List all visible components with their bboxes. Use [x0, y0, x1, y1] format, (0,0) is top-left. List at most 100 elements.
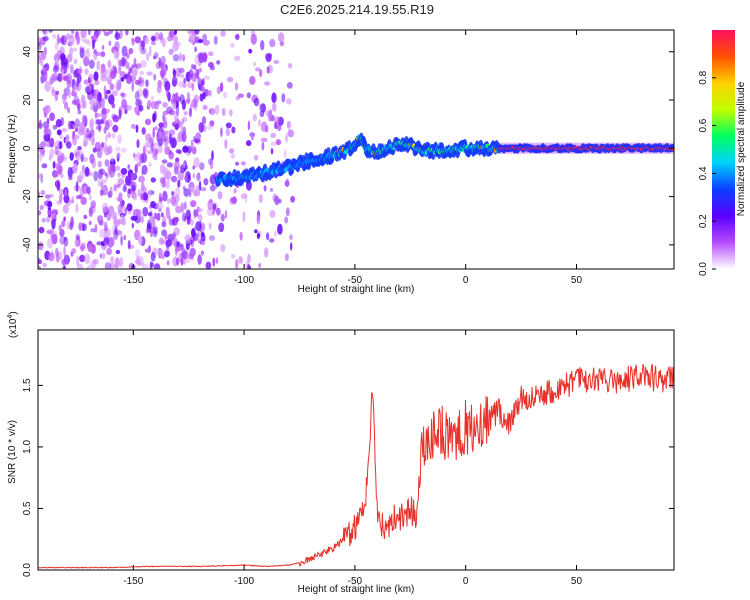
spectrogram-noise-point [100, 181, 104, 189]
spectrogram-noise-point [163, 171, 168, 180]
spectrogram-noise-point [114, 41, 120, 52]
spectrogram-noise-point [264, 81, 271, 86]
spectrogram-noise-point [191, 228, 196, 238]
spectrogram-noise-point [55, 58, 59, 64]
spectrogram-noise-point [150, 201, 156, 209]
spectrogram-noise-point [84, 253, 91, 265]
spectrogram-noise-point [230, 153, 235, 159]
spectrogram-noise-point [79, 170, 86, 179]
y-tick-label: 0.5 [22, 501, 33, 515]
spectrogram-noise-point [181, 131, 187, 143]
spectrogram-noise-point [118, 192, 123, 200]
spectrogram-noise-point [235, 258, 239, 269]
spectrogram-noise-point [106, 213, 112, 221]
spectrogram-noise-point [38, 55, 42, 65]
spectrogram-noise-point [200, 240, 205, 246]
spectrogram-noise-point [61, 156, 68, 162]
spectrogram-noise-point [270, 132, 277, 138]
spectrogram-noise-point [76, 34, 80, 45]
spectrogram-noise-point [67, 167, 73, 178]
snr-series-line [38, 363, 674, 569]
spectrogram-noise-point [78, 222, 83, 231]
spectrogram-noise-point [164, 232, 168, 241]
spectrogram-noise-point [60, 173, 64, 178]
spectrogram-noise-point [253, 154, 259, 161]
spectrogram-noise-point [133, 57, 137, 67]
spectrogram-noise-point [153, 153, 158, 161]
spectrogram-noise-point [154, 148, 159, 155]
spectrogram-noise-point [171, 218, 175, 226]
spectrogram-noise-point [133, 192, 138, 201]
spectrogram-noise-point [113, 184, 117, 191]
spectrogram-noise-point [47, 201, 53, 208]
spectrogram-noise-point [178, 247, 186, 252]
spectrogram-noise-point [100, 178, 108, 184]
spectrogram-noise-point [187, 30, 192, 35]
spectrogram-noise-point [174, 217, 180, 222]
spectrogram-noise-point [221, 107, 226, 117]
spectrogram-noise-point [193, 209, 199, 217]
spectrogram-noise-point [201, 78, 205, 86]
spectrogram-noise-point [259, 110, 265, 118]
spectrogram-noise-point [94, 79, 100, 86]
spectrogram-noise-point [185, 98, 191, 104]
spectrogram-noise-point [145, 79, 149, 88]
spectrogram-noise-point [86, 41, 92, 46]
spectrogram-noise-point [261, 103, 267, 114]
spectrogram-noise-point [38, 173, 42, 180]
spectrogram-noise-point [77, 68, 83, 74]
spectrogram-noise-point [183, 201, 187, 210]
spectrogram-noise-point [188, 69, 194, 79]
spectrogram-noise-point [108, 40, 112, 46]
spectrogram-noise-point [220, 30, 226, 37]
spectrogram-noise-point [130, 215, 138, 221]
spectrogram-noise-point [274, 121, 278, 130]
spectrogram-noise-point [81, 186, 89, 195]
spectrogram-noise-point [85, 128, 90, 133]
spectrogram-noise-point [116, 183, 121, 188]
spectrogram-noise-point [287, 129, 295, 138]
spectrogram-noise-point [140, 182, 145, 192]
spectrogram-noise-point [97, 160, 103, 168]
spectrogram-noise-point [82, 223, 88, 231]
spectrogram-noise-point [202, 91, 206, 100]
spectrogram-noise-point [274, 230, 277, 237]
spectrogram-noise-point [131, 66, 138, 78]
spectrogram-noise-point [141, 152, 148, 164]
spectrogram-noise-point [208, 61, 214, 68]
spectrogram-noise-point [90, 228, 96, 233]
spectrogram-noise-point [183, 77, 186, 84]
spectrogram-noise-point [162, 114, 165, 122]
spectrogram-noise-point [104, 172, 108, 177]
spectrogram-noise-point [67, 107, 70, 114]
spectrogram-noise-point [86, 48, 90, 53]
spectrogram-noise-point [89, 193, 92, 201]
spectrogram-noise-point [277, 116, 284, 126]
spectrogram-noise-point [98, 219, 104, 226]
spectrogram-noise-point [185, 209, 191, 221]
spectrogram-noise-point [39, 148, 45, 155]
spectrogram-noise-point [275, 139, 282, 146]
spectrogram-noise-point [191, 98, 198, 109]
spectrogram-noise-point [55, 150, 62, 157]
spectrogram-noise-point [175, 205, 182, 214]
spectrogram-noise-point [48, 30, 53, 33]
spectrogram-noise-point [55, 170, 60, 178]
spectrogram-noise-point [194, 46, 198, 53]
spectrogram-noise-point [180, 126, 185, 135]
spectrogram-noise-point [261, 142, 265, 151]
spectrogram-noise-point [44, 194, 51, 199]
spectrogram-noise-point [231, 126, 236, 134]
spectrogram-noise-point [142, 87, 149, 99]
spectrogram-noise-point [175, 257, 180, 266]
spectrogram-noise-point [38, 36, 41, 47]
spectrogram-y-label: Frequency (Hz) [7, 115, 18, 184]
spectrogram-noise-point [59, 193, 63, 202]
spectrogram-noise-point [175, 105, 180, 117]
spectrogram-noise-point [61, 68, 65, 79]
spectrogram-noise-point [181, 212, 187, 222]
spectrogram-noise-point [269, 38, 276, 48]
x-tick-label: 0 [463, 576, 469, 587]
spectrogram-noise-point [286, 120, 291, 129]
spectrogram-noise-point [131, 38, 135, 46]
